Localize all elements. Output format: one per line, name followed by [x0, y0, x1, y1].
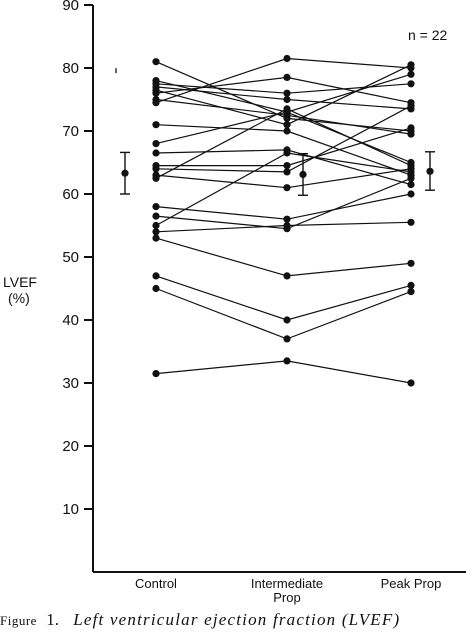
data-point	[152, 121, 160, 129]
y-tick-label: 90	[62, 0, 79, 14]
y-tick-label: 80	[62, 60, 79, 77]
data-point	[283, 215, 291, 223]
data-point	[152, 99, 160, 107]
data-point	[152, 370, 160, 378]
subject-line	[155, 108, 412, 179]
data-point	[283, 105, 291, 113]
mean-sd-markers	[115, 68, 435, 196]
data-point	[407, 64, 415, 72]
y-tick-label: 60	[62, 186, 79, 203]
y-ticks: 10 20 30 40 50 60 70 80 90	[62, 0, 93, 518]
caption-text: Left ventricular ejection fraction (LVEF…	[72, 610, 400, 629]
subject-points	[152, 54, 415, 387]
caption-number: 1.	[46, 610, 59, 629]
data-point	[152, 203, 160, 211]
figure-caption: Figure 1. Left ventricular ejection frac…	[0, 610, 400, 629]
data-point	[152, 212, 160, 220]
data-point	[152, 228, 160, 236]
mean-point	[426, 167, 434, 175]
data-point	[407, 218, 415, 226]
data-point	[283, 73, 291, 81]
data-point	[283, 357, 291, 365]
data-point	[283, 162, 291, 170]
n-annotation: n = 22	[408, 27, 448, 43]
data-point	[152, 165, 160, 173]
data-point	[407, 379, 415, 387]
data-point	[152, 149, 160, 157]
data-point	[283, 54, 291, 63]
data-point	[152, 284, 160, 293]
data-point	[152, 58, 160, 66]
data-point	[407, 162, 415, 170]
data-point	[407, 288, 415, 296]
data-point	[152, 234, 160, 242]
data-point	[283, 316, 291, 324]
data-point	[152, 272, 160, 280]
y-axis-title-line2: (%)	[8, 290, 30, 306]
data-point	[407, 190, 415, 198]
data-point	[283, 127, 291, 135]
data-point	[152, 174, 160, 182]
y-tick-label: 30	[62, 375, 79, 392]
subject-line	[155, 61, 412, 132]
data-point	[152, 140, 160, 148]
subject-lines	[155, 57, 412, 384]
data-point	[407, 102, 415, 110]
data-point	[283, 95, 291, 104]
data-point	[283, 168, 291, 176]
subject-line	[155, 360, 412, 384]
y-tick-label: 40	[62, 312, 79, 329]
mean-point	[121, 169, 129, 177]
data-point	[407, 168, 415, 176]
data-point	[283, 335, 291, 343]
subject-line	[155, 237, 412, 277]
x-category-label: Peak Prop	[381, 576, 442, 591]
subject-line	[155, 152, 412, 227]
data-point	[283, 272, 291, 280]
data-point	[407, 124, 415, 132]
subject-line	[155, 193, 412, 220]
data-point	[152, 89, 160, 97]
x-category-label: Control	[135, 576, 177, 591]
data-point	[407, 80, 415, 88]
data-point	[152, 221, 160, 230]
y-tick-label: 50	[62, 249, 79, 266]
data-point	[407, 281, 415, 289]
y-tick-label: 70	[62, 123, 79, 140]
data-point	[283, 221, 291, 230]
data-point	[407, 70, 415, 78]
mean-point	[299, 170, 307, 179]
data-point	[407, 174, 415, 182]
y-tick-label: 10	[62, 501, 79, 518]
y-axis-title-line1: LVEF	[3, 274, 37, 290]
subject-line	[155, 177, 412, 230]
data-point	[283, 121, 291, 129]
subject-line	[155, 57, 412, 104]
x-category-label: Prop	[273, 590, 300, 605]
data-point	[283, 149, 291, 157]
subject-line	[155, 275, 412, 321]
data-point	[407, 259, 415, 267]
data-point	[407, 130, 415, 138]
data-point	[407, 181, 415, 189]
axes	[92, 5, 466, 573]
data-point	[283, 89, 291, 97]
subject-line	[155, 221, 412, 233]
data-point	[283, 184, 291, 192]
y-tick-label: 20	[62, 438, 79, 455]
x-category-label: Intermediate	[251, 576, 323, 591]
caption-figure-word: Figure	[0, 613, 37, 628]
